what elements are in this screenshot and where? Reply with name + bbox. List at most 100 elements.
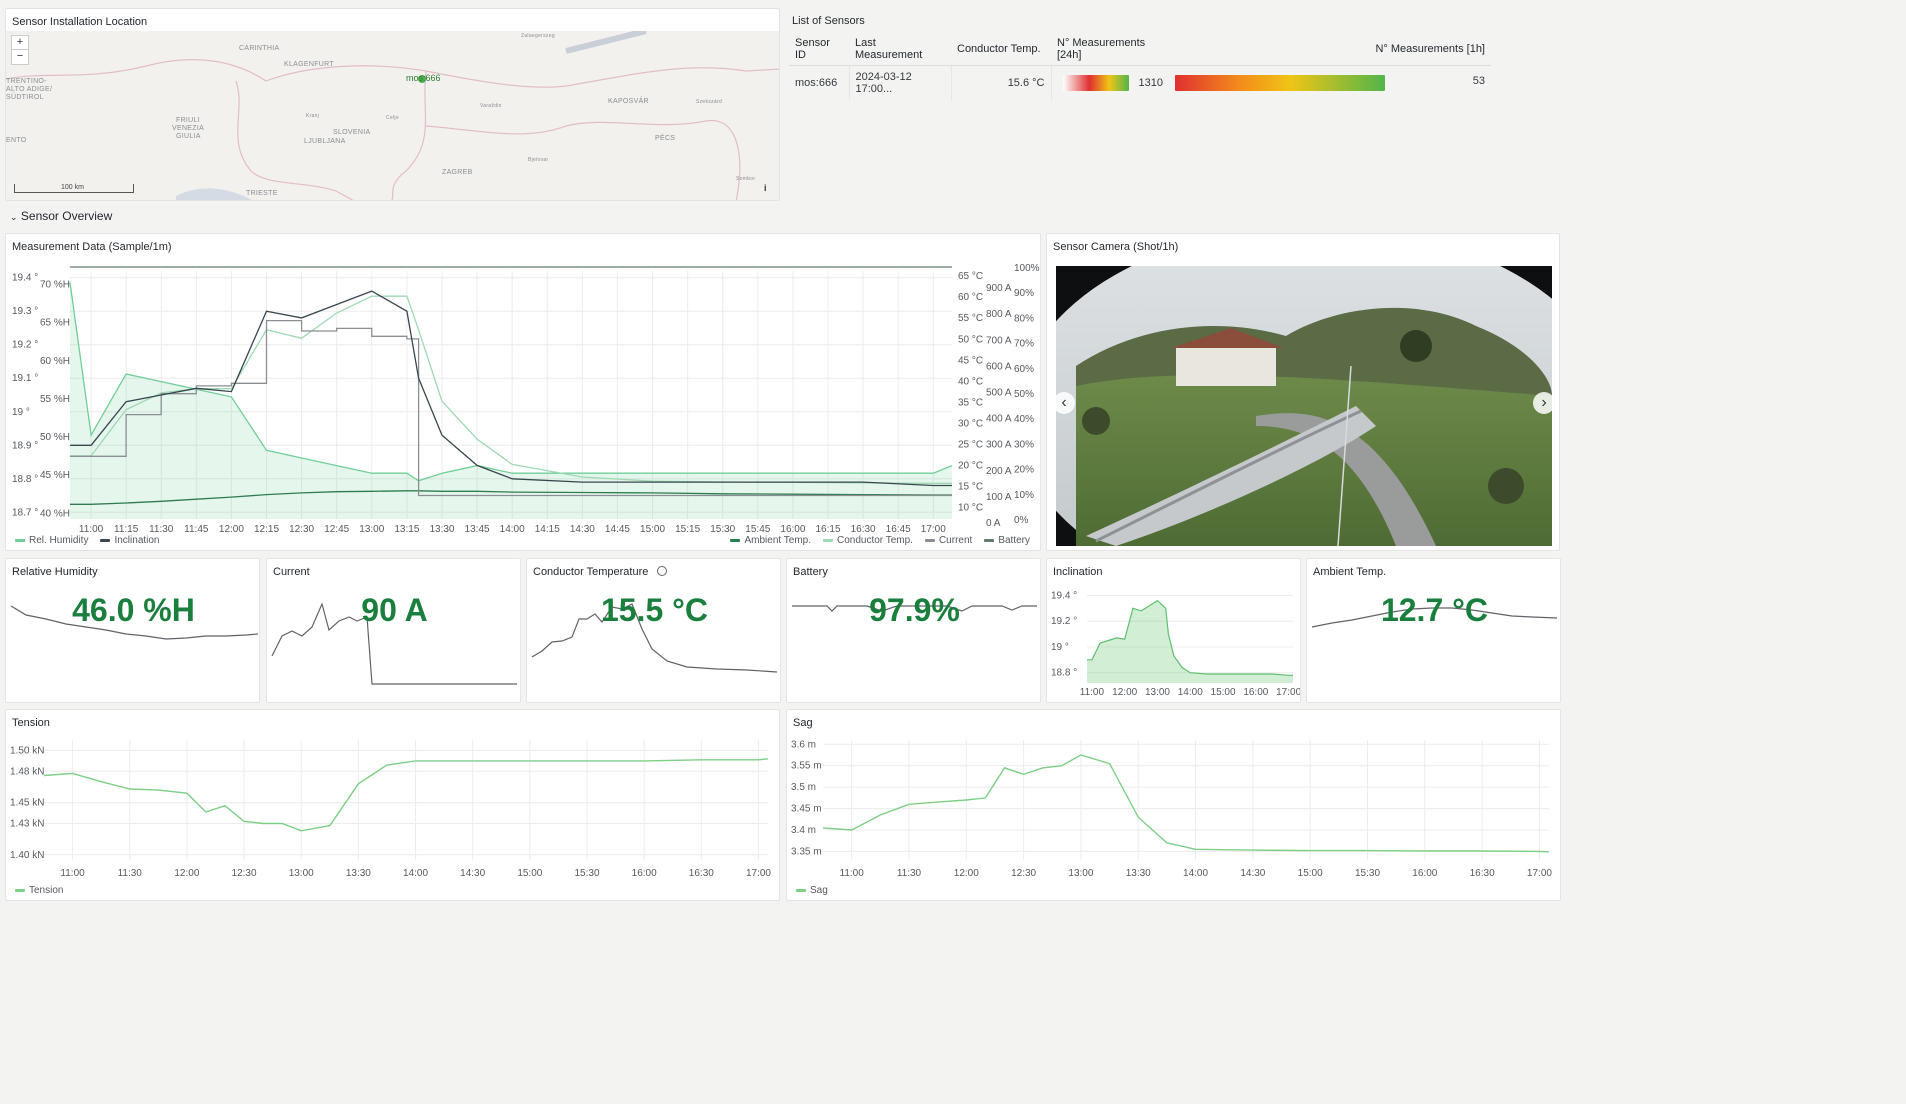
section-title: Sensor Overview: [20, 209, 113, 223]
camera-prev-button[interactable]: ‹: [1053, 392, 1075, 414]
y-tick-label: 19.2 °: [1051, 616, 1077, 627]
map-scale-bar: [14, 184, 134, 193]
inclination-chart[interactable]: 19.4 ° 19.2 ° 19 ° 18.8 °11:00 12:00 13:00 14:…: [1047, 559, 1301, 703]
legend-swatch: [15, 539, 25, 542]
legend-item[interactable]: Tension: [15, 885, 63, 896]
stat-title: Battery: [793, 566, 828, 578]
x-tick-label: 11:00: [79, 524, 104, 535]
y-tick-label: 50 %H: [40, 432, 70, 443]
x-tick-label: 12:30: [1011, 868, 1036, 879]
stat-title: Relative Humidity: [12, 566, 98, 578]
y-tick-label: 40%: [1014, 414, 1034, 425]
stat-title: Inclination: [1053, 566, 1103, 578]
y-tick-label: 1.40 kN: [10, 850, 44, 861]
map-svg: [6, 28, 779, 200]
series-line: [822, 754, 1550, 853]
table-row[interactable]: mos:666 2024-03-12 17:00... 15.6 °C 1310…: [789, 65, 1491, 101]
y-tick-label: 70 %H: [40, 279, 70, 290]
col-last-measurement[interactable]: Last Measurement: [849, 33, 951, 66]
map-canvas[interactable]: CARINTHIA KLAGENFURT TRENTINO- ALTO ADIGE/S…: [6, 28, 779, 200]
x-tick-label: 16:30: [1470, 868, 1495, 879]
x-tick-label: 13:30: [346, 868, 371, 879]
legend-label: Tension: [29, 885, 64, 896]
col-conductor-temp[interactable]: Conductor Temp.: [951, 33, 1051, 66]
y-tick-label: 3.4 m: [791, 825, 816, 836]
map-place-label: ENTO: [6, 137, 27, 144]
marker-label: mos:666: [406, 73, 441, 83]
y-tick-label: 3.45 m: [791, 804, 822, 815]
x-tick-label: 14:30: [1240, 868, 1265, 879]
info-icon[interactable]: i: [764, 183, 767, 193]
cell-measurements-1h: 53: [1169, 66, 1491, 101]
border-line: [6, 59, 779, 88]
y-tick-label: 3.6 m: [791, 739, 816, 750]
measurement-chart[interactable]: 11:00 11:15 11:30 11:45 12:00 12:15 12:30 12:45…: [6, 234, 1041, 551]
cell-last-measurement: 2024-03-12 17:00...: [848, 65, 951, 100]
y-tick-label: 700 A: [986, 335, 1012, 346]
camera-image[interactable]: [1056, 266, 1552, 546]
x-tick-label: 16:00: [1412, 868, 1437, 879]
x-tick-label: 12:45: [324, 524, 349, 535]
y-tick-label: 19.4 °: [1051, 590, 1077, 601]
x-tick-label: 11:15: [114, 524, 139, 535]
zoom-out-button[interactable]: −: [11, 49, 29, 65]
col-sensor-id[interactable]: Sensor ID: [789, 33, 849, 66]
x-tick-label: 15:45: [745, 524, 770, 535]
x-tick-label: 11:00: [60, 868, 85, 879]
col-measurements-24h[interactable]: N° Measurements [24h]: [1051, 33, 1169, 66]
sag-title: Sag: [793, 717, 813, 729]
measurement-title: Measurement Data (Sample/1m): [12, 241, 172, 253]
border-line: [425, 120, 741, 200]
legend-label: Current: [938, 535, 973, 546]
sensor-list-title: List of Sensors: [792, 15, 865, 27]
legend-item[interactable]: Ambient Temp.: [730, 535, 811, 546]
map-place-label: Zalaegerszeg: [521, 33, 555, 39]
stat-value: 12.7 °C: [1380, 592, 1489, 628]
x-tick-label: 11:30: [118, 868, 143, 879]
legend-swatch: [984, 539, 995, 542]
sag-panel: Sag 3.6 m 3.55 m 3.5 m 3.45 m 3.4 m 3.35 m 11:…: [786, 709, 1561, 901]
x-tick-label: 14:00: [403, 868, 428, 879]
x-tick-label: 17:00: [921, 524, 946, 535]
legend-item[interactable]: Rel. Humidity: [15, 535, 88, 546]
y-tick-label: 40 °C: [958, 376, 983, 387]
x-tick-label: 14:00: [1183, 868, 1208, 879]
legend-item[interactable]: Inclination: [100, 535, 160, 546]
y-tick-label: 19 °: [12, 407, 30, 418]
map-place-label: SÜDTIROL: [6, 94, 44, 101]
y-tick-label: 400 A: [986, 414, 1012, 425]
y-tick-label: 60%: [1014, 364, 1034, 375]
border-line: [391, 70, 427, 200]
y-tick-label: 1.45 kN: [10, 798, 44, 809]
section-header[interactable]: ⌄ Sensor Overview: [10, 209, 112, 223]
map-panel: Sensor Installation Location CARINTHIA KL…: [5, 8, 780, 201]
sensor-marker[interactable]: [418, 75, 426, 83]
camera-title: Sensor Camera (Shot/1h): [1053, 241, 1179, 253]
legend-item[interactable]: Sag: [796, 885, 828, 896]
info-circle-icon[interactable]: [657, 566, 668, 576]
camera-next-button[interactable]: ›: [1533, 392, 1555, 414]
y-tick-label: 20%: [1014, 465, 1034, 476]
col-measurements-1h[interactable]: N° Measurements [1h]: [1169, 33, 1491, 66]
x-tick-label: 12:00: [954, 868, 979, 879]
x-tick-label: 14:30: [460, 868, 485, 879]
legend-swatch: [796, 889, 806, 892]
legend-item[interactable]: Conductor Temp.: [822, 535, 913, 546]
x-tick-label: 17:00: [1527, 868, 1552, 879]
legend-item[interactable]: Battery: [984, 535, 1030, 546]
stat-battery: Battery 97.9%: [786, 558, 1041, 703]
cell-measurements-24h: 1310: [1050, 65, 1169, 100]
legend-swatch: [15, 889, 25, 892]
sag-chart[interactable]: 3.6 m 3.55 m 3.5 m 3.45 m 3.4 m 3.35 m 11:00 11…: [787, 710, 1561, 901]
x-tick-label: 12:00: [219, 524, 244, 535]
stat-value: 15.5 °C: [600, 592, 709, 628]
x-tick-label: 15:00: [1211, 687, 1236, 698]
x-tick-label: 11:30: [897, 868, 922, 879]
tension-chart[interactable]: 1.50 kN 1.48 kN 1.45 kN 1.43 kN 1.40 kN 11:00…: [6, 710, 780, 901]
camera-panel: Sensor Camera (Shot/1h) ‹ ›: [1046, 233, 1560, 551]
map-place-label: TRIESTE: [246, 190, 278, 197]
legend-item[interactable]: Current: [924, 535, 973, 546]
series-line: [1087, 599, 1293, 676]
stat-value: 90 A: [361, 592, 428, 628]
cell-sensor-id[interactable]: mos:666: [795, 77, 838, 89]
